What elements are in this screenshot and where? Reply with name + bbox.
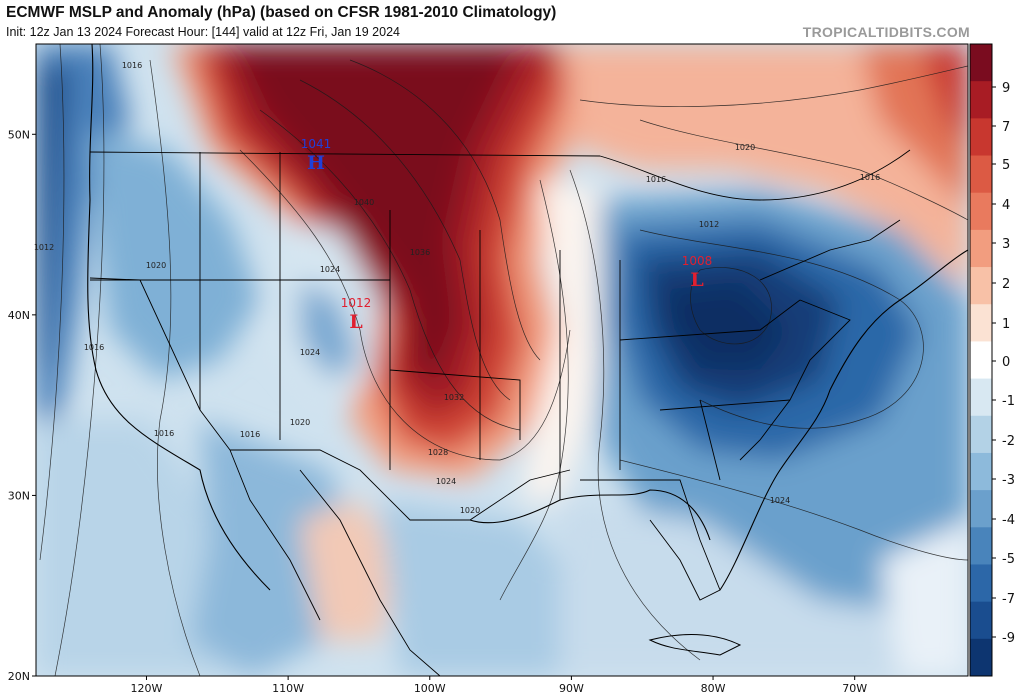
colorbar-tick-label: -3 — [1002, 473, 1015, 488]
colorbar-segment — [970, 192, 992, 231]
colorbar-tick-label: -1 — [1002, 394, 1015, 409]
anomaly-field — [36, 44, 968, 676]
isobar-label: 1016 — [240, 430, 260, 439]
colorbar-tick-label: 0 — [1002, 355, 1010, 370]
cuba-outline — [648, 634, 742, 656]
colorbar-tick-label: -2 — [1002, 434, 1015, 449]
grid-labels: 20N 30N 40N 50N 120W 110W 100W 90W 80W 70W — [8, 128, 867, 695]
colorbar-segment — [970, 81, 992, 119]
isobar-label: 1024 — [770, 496, 790, 505]
colorbar-tick-label: 7 — [1002, 120, 1010, 135]
lon-label: 90W — [559, 682, 584, 695]
lat-label: 50N — [8, 128, 30, 141]
colorbar-segment — [970, 267, 992, 305]
lon-label: 100W — [414, 682, 446, 695]
watermark-logo: TROPICALTIDBITS.COM — [802, 24, 970, 40]
lon-label: 80W — [701, 682, 726, 695]
forecast-info: Init: 12z Jan 13 2024 Forecast Hour: [14… — [6, 25, 400, 39]
colorbar-tick-label: 4 — [1002, 198, 1010, 213]
colorbar-segment — [970, 415, 992, 454]
pressure-center-letter: H — [307, 152, 325, 174]
isobar-label: 1040 — [354, 198, 374, 207]
colorbar-segment — [970, 378, 992, 417]
isobar-label: 1020 — [735, 143, 755, 152]
lat-label: 20N — [8, 670, 30, 683]
isobar-label: 1032 — [444, 393, 464, 402]
isobar-label: 1016 — [154, 429, 174, 438]
colorbar-tick-label: 2 — [1002, 277, 1010, 292]
isobar-label: 1016 — [860, 173, 880, 182]
lat-label: 40N — [8, 309, 30, 322]
isobar-label: 1024 — [320, 265, 340, 274]
pressure-center-value: 1008 — [682, 254, 713, 268]
pressure-center-value: 1012 — [341, 296, 372, 310]
isobar-label: 1024 — [300, 348, 320, 357]
colorbar-tick-label: 9 — [1002, 81, 1010, 96]
colorbar-segment — [970, 118, 992, 157]
colorbar-tick-label: -7 — [1002, 592, 1015, 607]
isobar-label: 1020 — [290, 418, 310, 427]
colorbar-segment — [970, 638, 992, 677]
colorbar-segment — [970, 527, 992, 565]
pressure-center-letter: L — [690, 269, 703, 291]
isobar-label: 1024 — [436, 477, 456, 486]
colorbar-segment — [970, 564, 992, 603]
isobar-label: 1016 — [84, 343, 104, 352]
colorbar-segment — [970, 490, 992, 528]
isobar-label: 1016 — [646, 175, 666, 184]
isobar-label: 1012 — [699, 220, 719, 229]
colorbar-segment — [970, 155, 992, 194]
lat-label: 30N — [8, 489, 30, 502]
colorbar-segment — [970, 44, 992, 82]
page-title: ECMWF MSLP and Anomaly (hPa) (based on C… — [6, 4, 557, 21]
isobar-label: 1028 — [428, 448, 448, 457]
colorbar-tick-label: -5 — [1002, 552, 1015, 567]
colorbar: 9 7 5 4 3 2 1 0 -1 -2 -3 -4 -5 -7 -9 — [969, 43, 1015, 677]
isobar-label: 1036 — [410, 248, 430, 257]
map-frame — [35, 43, 969, 677]
isobar-label: 1020 — [460, 506, 480, 515]
pressure-center-value: 1041 — [301, 137, 332, 151]
colorbar-tick-label: -9 — [1002, 631, 1015, 646]
coastline — [87, 44, 968, 591]
isobar-label: 1020 — [146, 261, 166, 270]
pressure-center-letter: L — [349, 311, 362, 333]
isobar-label: 1012 — [34, 243, 54, 252]
colorbar-segment — [970, 452, 992, 491]
colorbar-tick-label: 5 — [1002, 158, 1010, 173]
state-borders — [89, 149, 911, 676]
lon-label: 120W — [131, 682, 163, 695]
colorbar-segment — [970, 304, 992, 342]
lon-label: 70W — [842, 682, 867, 695]
isobar-label: 1016 — [122, 61, 142, 70]
isobar-lines — [39, 44, 968, 676]
colorbar-tick-label: 3 — [1002, 237, 1010, 252]
colorbar-segment — [970, 601, 992, 640]
colorbar-segment — [970, 341, 992, 380]
colorbar-segment — [970, 229, 992, 268]
isobar-labels: 1016 1020 1016 1016 1012 1040 1036 1032 1028 1024… — [34, 61, 880, 515]
lon-label: 110W — [272, 682, 304, 695]
colorbar-tick-label: 1 — [1002, 317, 1010, 332]
colorbar-tick-label: -4 — [1002, 513, 1015, 528]
